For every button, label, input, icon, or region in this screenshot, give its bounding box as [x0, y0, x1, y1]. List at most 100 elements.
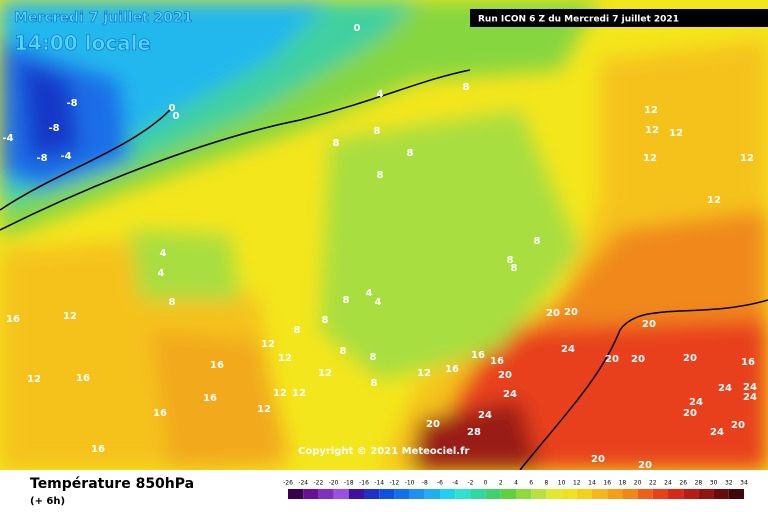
- contour-label: 12: [257, 404, 271, 415]
- legend-label: -16: [359, 480, 369, 487]
- legend-label: 20: [634, 480, 642, 487]
- contour-label: -4: [60, 151, 71, 162]
- legend-label: -10: [405, 480, 415, 487]
- legend-label: 8: [544, 480, 548, 487]
- contour-label: 8: [371, 378, 378, 389]
- contour-label: 16: [490, 356, 504, 367]
- legend-label: -20: [329, 480, 339, 487]
- date-label: Mercredi 7 juillet 2021: [14, 10, 193, 26]
- temperature-field: [0, 0, 768, 471]
- contour-label: 8: [377, 170, 384, 181]
- legend-label: 18: [619, 480, 627, 487]
- contour-label: 20: [605, 354, 619, 365]
- contour-label: 12: [707, 195, 721, 206]
- color-legend: -26 -24 -22 -20 -18 -16 -14 -12 -10 -8 -6 -4 -2 0 2 4 6 8…: [283, 480, 748, 499]
- legend-swatch: [424, 489, 440, 499]
- contour-label: 8: [507, 255, 514, 266]
- copyright: Copyright © 2021 Meteociel.fr: [298, 446, 469, 457]
- contour-label: 16: [76, 373, 90, 384]
- legend-label: 12: [573, 480, 581, 487]
- contour-label: 20: [631, 354, 645, 365]
- legend-label: 16: [603, 480, 611, 487]
- contour-label: 12: [318, 368, 332, 379]
- legend-label: -6: [437, 480, 443, 487]
- footer-title: Température 850hPa: [30, 476, 194, 492]
- contour-label: 28: [467, 427, 481, 438]
- legend-swatch: [622, 489, 638, 499]
- legend-swatch: [637, 489, 653, 499]
- contour-label: 24: [743, 382, 757, 393]
- contour-label: 16: [445, 364, 459, 375]
- legend-label: 22: [649, 480, 657, 487]
- legend-label: 24: [664, 480, 672, 487]
- legend-swatch: [683, 489, 699, 499]
- legend-label: 26: [679, 480, 687, 487]
- contour-label: 24: [718, 383, 732, 394]
- legend-swatch: [364, 489, 380, 499]
- contour-label: 8: [169, 297, 176, 308]
- contour-label: 16: [153, 408, 167, 419]
- legend-swatch: [440, 489, 456, 499]
- contour-label: 20: [731, 420, 745, 431]
- legend-label: -26: [283, 480, 293, 487]
- contour-label: -8: [66, 98, 77, 109]
- legend-label: 34: [740, 480, 748, 487]
- contour-label: 20: [683, 408, 697, 419]
- contour-label: 12: [643, 153, 657, 164]
- contour-label: 12: [273, 388, 287, 399]
- contour-label: -4: [2, 133, 13, 144]
- legend-label: 2: [499, 480, 503, 487]
- time-label: 14:00 locale: [14, 31, 151, 55]
- legend-swatch: [500, 489, 516, 499]
- run-label: Run ICON 6 Z du Mercredi 7 juillet 2021: [478, 15, 679, 25]
- legend-swatch: [288, 489, 304, 499]
- contour-label: 24: [503, 389, 517, 400]
- field-shades: [0, 0, 768, 470]
- legend-label: 0: [484, 480, 488, 487]
- footer-subtitle: (+ 6h): [30, 496, 65, 507]
- legend-swatch: [668, 489, 684, 499]
- run-banner: [470, 9, 768, 27]
- contour-label: 24: [743, 392, 757, 403]
- contour-label: 12: [63, 311, 77, 322]
- legend-label: 14: [588, 480, 596, 487]
- contour-label: 8: [322, 315, 329, 326]
- contour-label: 8: [340, 346, 347, 357]
- legend-swatch: [531, 489, 547, 499]
- contour-label: 20: [498, 370, 512, 381]
- legend-label: -24: [298, 480, 308, 487]
- legend-label: 32: [725, 480, 733, 487]
- contour-label: 8: [333, 138, 340, 149]
- contour-label: 12: [645, 125, 659, 136]
- contour-label: 16: [6, 314, 20, 325]
- legend-swatch: [455, 489, 471, 499]
- contour-label: 8: [374, 126, 381, 137]
- contour-label: 16: [210, 360, 224, 371]
- legend-swatch: [409, 489, 425, 499]
- legend-swatch: [516, 489, 532, 499]
- legend-label: -8: [422, 480, 428, 487]
- contour-label: 0: [169, 103, 176, 114]
- contour-label: 20: [591, 454, 605, 465]
- contour-label: 24: [689, 397, 703, 408]
- isotherm: [519, 299, 768, 471]
- legend-swatch: [576, 489, 592, 499]
- contour-label: -8: [36, 153, 47, 164]
- contour-label: -8: [48, 123, 59, 134]
- contour-label: 20: [564, 307, 578, 318]
- legend-swatch: [546, 489, 562, 499]
- contour-label: 24: [478, 410, 492, 421]
- contour-label: 12: [669, 128, 683, 139]
- contour-label: 12: [740, 153, 754, 164]
- contour-label: 24: [710, 427, 724, 438]
- contour-label: 12: [292, 388, 306, 399]
- contour-label: 8: [463, 82, 470, 93]
- contour-label: 12: [278, 353, 292, 364]
- contour-label: 16: [741, 357, 755, 368]
- contour-label: 8: [370, 352, 377, 363]
- legend-swatch: [592, 489, 608, 499]
- contour-label: 12: [261, 339, 275, 350]
- contour-label: 0: [173, 111, 180, 122]
